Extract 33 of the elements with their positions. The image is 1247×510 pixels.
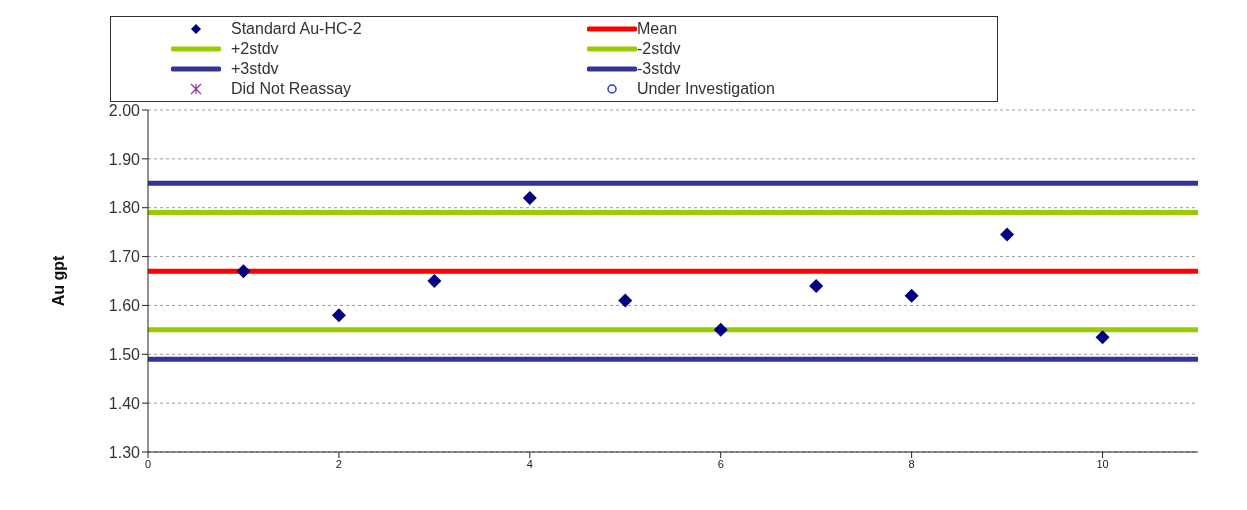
x-tick-label: 4 [526, 457, 533, 470]
y-tick-label: 1.40 [108, 394, 141, 412]
legend-label: +3stdv [231, 60, 279, 78]
legend-label: Standard Au-HC-2 [231, 20, 362, 38]
point [1000, 227, 1015, 242]
point [904, 288, 919, 303]
point [236, 264, 251, 279]
x-tick-label: 2 [335, 457, 342, 470]
legend-label: Under Investigation [637, 80, 775, 98]
point [1095, 330, 1110, 345]
point [618, 293, 633, 308]
y-tick-label: 1.50 [108, 345, 141, 363]
x-tick-label: 6 [717, 457, 724, 470]
x-tick-label: 10 [1096, 457, 1109, 470]
legend-label: Mean [637, 20, 678, 38]
x-tick-label: 0 [144, 457, 152, 470]
y-tick-label: 2.00 [108, 101, 141, 119]
legend-label: +2stdv [231, 40, 279, 58]
y-tick-label: 1.30 [108, 443, 141, 461]
legend-label: -2stdv [637, 40, 681, 58]
y-tick-label: 1.80 [108, 199, 141, 217]
point [427, 274, 442, 288]
y-tick-label: 1.90 [108, 150, 141, 168]
point [809, 278, 824, 293]
legend-label: -3stdv [637, 60, 681, 78]
legend-label: Did Not Reassay [231, 80, 352, 98]
y-axis-title: Au gpt [49, 255, 67, 307]
point [713, 322, 728, 337]
point [331, 308, 346, 323]
y-tick-label: 1.70 [108, 248, 141, 266]
point [522, 190, 537, 205]
x-tick-label: 8 [908, 457, 915, 470]
y-tick-label: 1.60 [108, 297, 141, 315]
